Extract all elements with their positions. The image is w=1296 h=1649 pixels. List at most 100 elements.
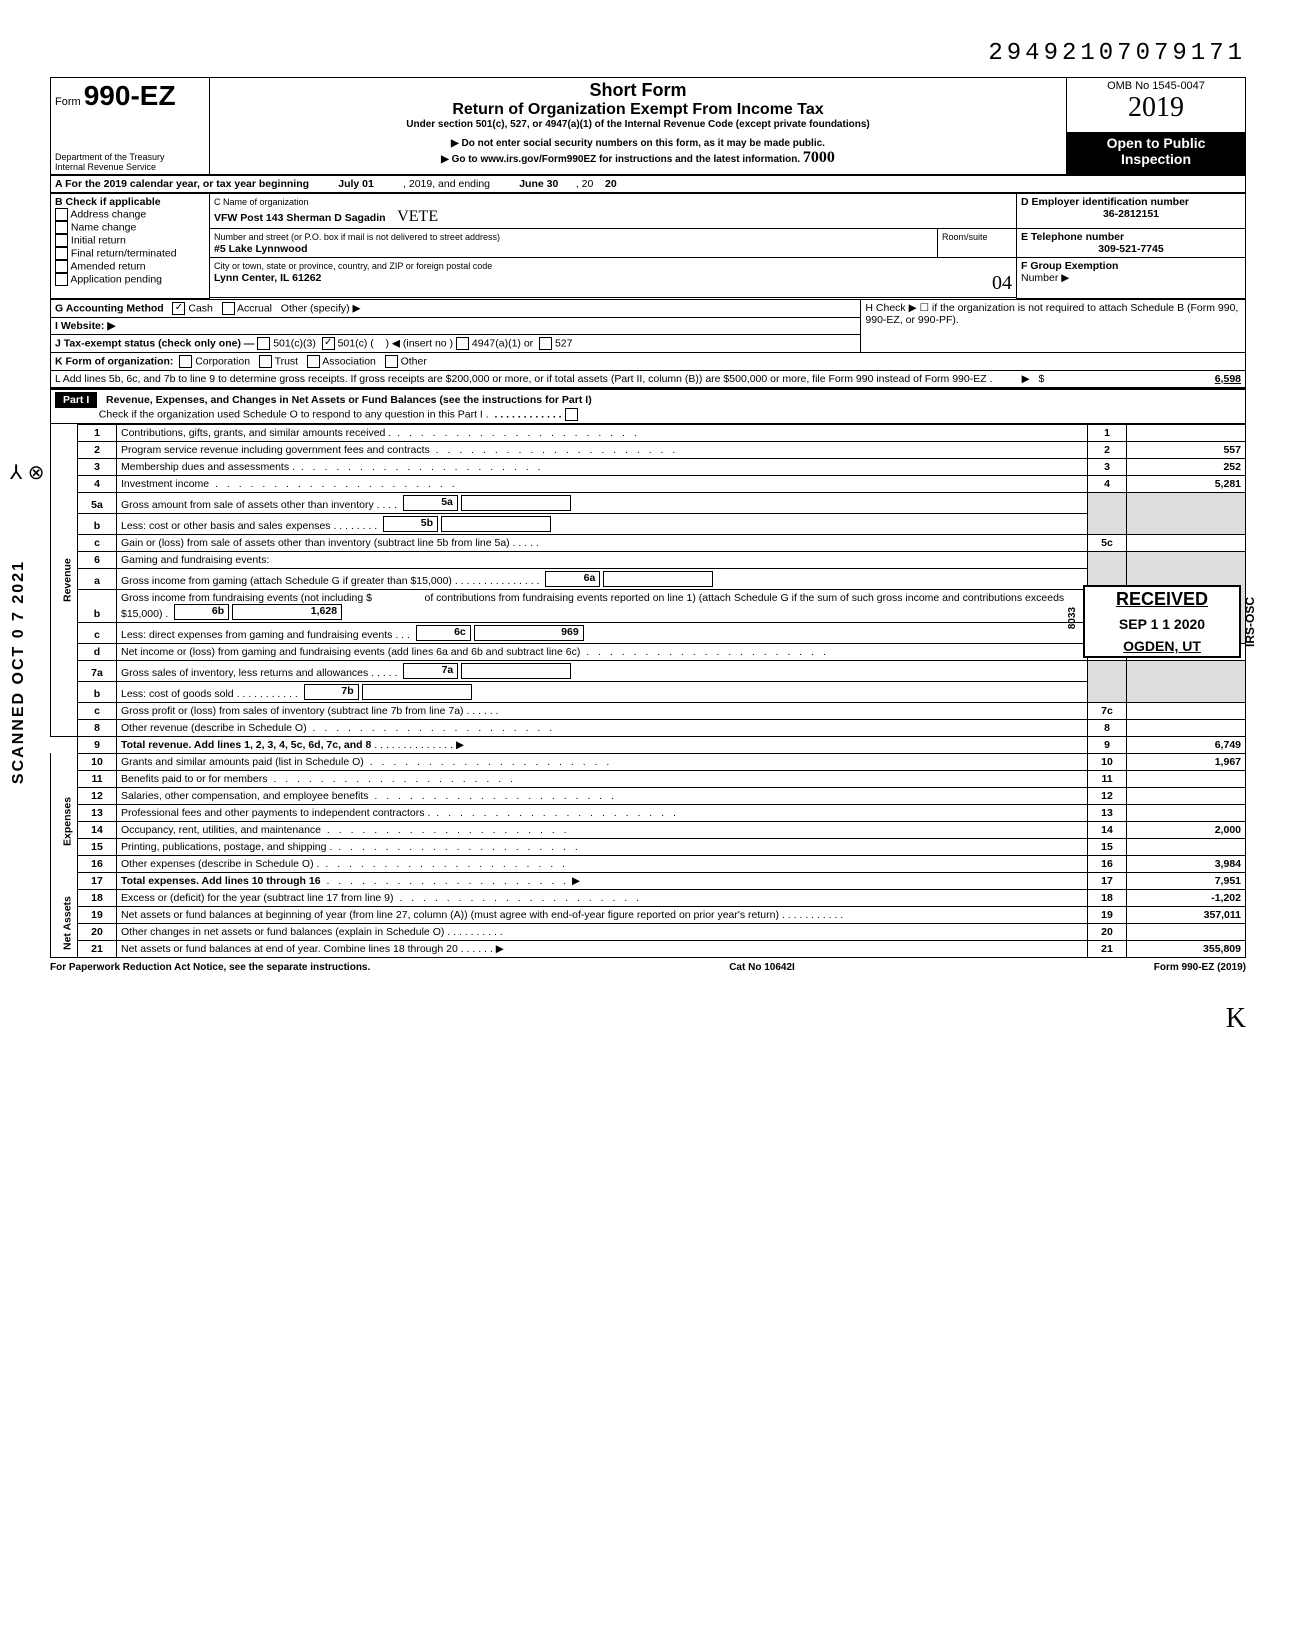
- section-a: A For the 2019 calendar year, or tax yea…: [50, 175, 1246, 193]
- ln-12-text: Salaries, other compensation, and employ…: [117, 787, 1088, 804]
- ln-2-amt: 557: [1127, 441, 1246, 458]
- ln-15-box: 15: [1088, 838, 1127, 855]
- cb-app-pending[interactable]: [55, 273, 68, 286]
- ln-10-box: 10: [1088, 753, 1127, 770]
- cb-501c3[interactable]: [257, 337, 270, 350]
- ln-6-text: Gaming and fundraising events:: [117, 551, 1088, 568]
- ln-8-amt: [1127, 719, 1246, 736]
- ln-2-box: 2: [1088, 441, 1127, 458]
- ln-19-num: 19: [78, 906, 117, 923]
- ln-20-box: 20: [1088, 923, 1127, 940]
- cb-4947[interactable]: [456, 337, 469, 350]
- ln-17-num: 17: [78, 872, 117, 889]
- lbl-address-change: Address change: [70, 208, 146, 220]
- received-stamp: RECEIVED 8033 SEP 1 1 2020 OGDEN, UT IRS…: [1083, 585, 1241, 658]
- section-i-label: I Website: ▶: [55, 320, 115, 332]
- ln-7b-ibox: 7b: [304, 684, 359, 700]
- ln-16-box: 16: [1088, 855, 1127, 872]
- stamp-loc: OGDEN, UT: [1087, 638, 1237, 654]
- document-number: 29492107079171: [50, 40, 1246, 67]
- ln-21-amt: 355,809: [1127, 940, 1246, 957]
- ln-7a-iamt: [461, 663, 571, 679]
- ln-6d-text: Net income or (loss) from gaming and fun…: [117, 643, 1088, 660]
- cb-initial-return[interactable]: [55, 234, 68, 247]
- omb-number: OMB No 1545-0047: [1071, 80, 1241, 92]
- ln-5c-num: c: [78, 534, 117, 551]
- ln-6b-ibox: 6b: [174, 604, 229, 620]
- ln-20-text: Other changes in net assets or fund bala…: [117, 923, 1088, 940]
- section-a-label: A For the 2019 calendar year, or tax yea…: [55, 178, 309, 190]
- cb-cash[interactable]: ✓: [172, 302, 185, 315]
- section-b-label: B Check if applicable: [55, 196, 161, 208]
- ln-5c-amt: [1127, 534, 1246, 551]
- section-f-label2: Number ▶: [1021, 272, 1069, 284]
- ln-1-box: 1: [1088, 424, 1127, 441]
- section-d-label: D Employer identification number: [1021, 196, 1189, 208]
- cb-501c[interactable]: ✓: [322, 337, 335, 350]
- cb-trust[interactable]: [259, 355, 272, 368]
- ln-7b-text: Less: cost of goods sold . . . . . . . .…: [117, 681, 1088, 702]
- org-info-block: B Check if applicable Address change Nam…: [50, 193, 1246, 299]
- ln-4-num: 4: [78, 475, 117, 492]
- lbl-trust: Trust: [275, 355, 299, 367]
- ln-7c-box: 7c: [1088, 702, 1127, 719]
- ln-4-text: Investment income: [117, 475, 1088, 492]
- ln-9-box: 9: [1088, 736, 1127, 753]
- hand-vete: VETE: [397, 208, 438, 225]
- side-revenue: Revenue: [51, 424, 78, 736]
- hand-04: 04: [992, 272, 1012, 295]
- part1-title: Revenue, Expenses, and Changes in Net As…: [106, 394, 592, 406]
- cb-name-change[interactable]: [55, 221, 68, 234]
- lbl-other-method: Other (specify) ▶: [281, 302, 361, 314]
- lbl-501c3: 501(c)(3): [273, 337, 316, 349]
- ln-5b-iamt: [441, 516, 551, 532]
- stamp-date: SEP 1 1 2020: [1087, 616, 1237, 632]
- lbl-initial-return: Initial return: [71, 234, 126, 246]
- l-arrow: ▶: [1022, 373, 1030, 385]
- footer-left: For Paperwork Reduction Act Notice, see …: [50, 962, 370, 973]
- cb-corp[interactable]: [179, 355, 192, 368]
- dept-treasury: Department of the Treasury: [55, 152, 205, 162]
- lbl-cash: Cash: [188, 302, 213, 314]
- ln-21-box: 21: [1088, 940, 1127, 957]
- ln-3-box: 3: [1088, 458, 1127, 475]
- ln-4-amt: 5,281: [1127, 475, 1246, 492]
- section-c-label: C Name of organization: [214, 197, 309, 207]
- cb-527[interactable]: [539, 337, 552, 350]
- section-l-text: L Add lines 5b, 6c, and 7b to line 9 to …: [55, 373, 992, 385]
- section-g-label: G Accounting Method: [55, 302, 164, 314]
- ln-4-box: 4: [1088, 475, 1127, 492]
- section-k-label: K Form of organization:: [55, 355, 173, 367]
- ln-6a-iamt: [603, 571, 713, 587]
- lbl-501c: 501(c) (: [338, 337, 374, 349]
- cb-schedule-o[interactable]: [565, 408, 578, 421]
- ln-7c-amt: [1127, 702, 1246, 719]
- cb-accrual[interactable]: [222, 302, 235, 315]
- cb-amended[interactable]: [55, 260, 68, 273]
- ln-20-amt: [1127, 923, 1246, 940]
- lbl-app-pending: Application pending: [70, 273, 162, 285]
- ln-16-amt: 3,984: [1127, 855, 1246, 872]
- title-under: Under section 501(c), 527, or 4947(a)(1)…: [214, 119, 1062, 130]
- cb-final-return[interactable]: [55, 247, 68, 260]
- ln-3-num: 3: [78, 458, 117, 475]
- scanned-stamp: SCANNED OCT 0 7 2021: [10, 560, 28, 784]
- bottom-signature: K: [50, 1003, 1246, 1035]
- cb-other-org[interactable]: [385, 355, 398, 368]
- part1-header-row: Part I Revenue, Expenses, and Changes in…: [50, 388, 1246, 424]
- cb-address-change[interactable]: [55, 208, 68, 221]
- ln-15-num: 15: [78, 838, 117, 855]
- ln-7c-text: Gross profit or (loss) from sales of inv…: [117, 702, 1088, 719]
- handwritten-7000: 7000: [803, 149, 835, 166]
- ln-19-amt: 357,011: [1127, 906, 1246, 923]
- title-main: Return of Organization Exempt From Incom…: [214, 101, 1062, 119]
- ln-5b-text: Less: cost or other basis and sales expe…: [117, 513, 1088, 534]
- ln-14-amt: 2,000: [1127, 821, 1246, 838]
- footer-mid: Cat No 10642I: [729, 962, 795, 973]
- ln-8-text: Other revenue (describe in Schedule O): [117, 719, 1088, 736]
- ln-5a-ibox: 5a: [403, 495, 458, 511]
- ln-13-text: Professional fees and other payments to …: [117, 804, 1088, 821]
- ln-17-text: Total expenses. Add lines 10 through 16 …: [117, 872, 1088, 889]
- cb-assoc[interactable]: [307, 355, 320, 368]
- goto-link: ▶ Go to www.irs.gov/Form990EZ for instru…: [441, 154, 800, 165]
